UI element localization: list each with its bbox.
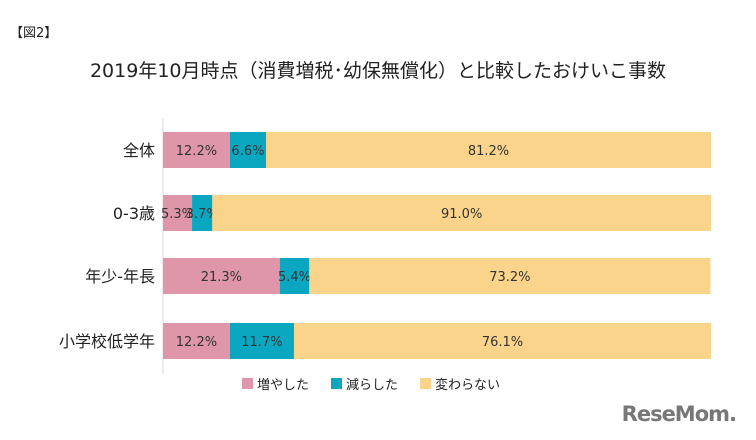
data-label: 21.3% [201,270,242,285]
data-label: 11.7% [241,335,282,350]
legend-swatch [331,378,343,389]
legend-label: 増やした [257,378,310,393]
data-label: 3.7% [186,207,219,222]
bar-segment [279,258,310,294]
data-label: 5.3% [161,207,194,222]
category-label: 0-3歳 [113,204,155,223]
bar-segment [192,195,213,231]
bar-segment [163,323,230,359]
legend-label: 変わらない [435,378,501,393]
legend-item: 増やした [242,374,309,393]
bar-segment [212,195,711,231]
data-label: 91.0% [441,207,482,222]
legend: 増やした 減らした 変わらない [242,374,500,393]
figure-label: 【図2】 [10,26,58,41]
data-label: 12.2% [176,335,217,350]
legend-item: 変わらない [420,374,500,393]
legend-swatch [242,378,253,389]
legend-item: 減らした [331,374,398,393]
data-label: 6.6% [231,144,264,159]
legend-label: 減らした [346,378,399,393]
resemom-logo: ReseMom. [621,402,737,426]
bar-segment [229,132,267,168]
data-label: 73.2% [489,270,530,285]
category-label: 小学校低学年 [59,332,155,351]
chart-title: 2019年10月時点（消費増税･幼保無償化）と比較したおけいこ事数 [89,60,667,82]
category-label: 年少-年長 [85,267,155,286]
bar-segment [163,195,193,231]
bar-segment [163,258,280,294]
bar-segment [163,132,230,168]
bar-segment [309,258,711,294]
legend-swatch [420,378,432,389]
bar-segment [293,323,711,359]
bar-segment [229,323,294,359]
data-label: 12.2% [176,144,217,159]
data-label: 5.4% [278,270,311,285]
bar-segment [266,132,711,168]
data-label: 81.2% [468,144,509,159]
data-label: 76.1% [482,335,523,350]
category-label: 全体 [123,141,155,160]
